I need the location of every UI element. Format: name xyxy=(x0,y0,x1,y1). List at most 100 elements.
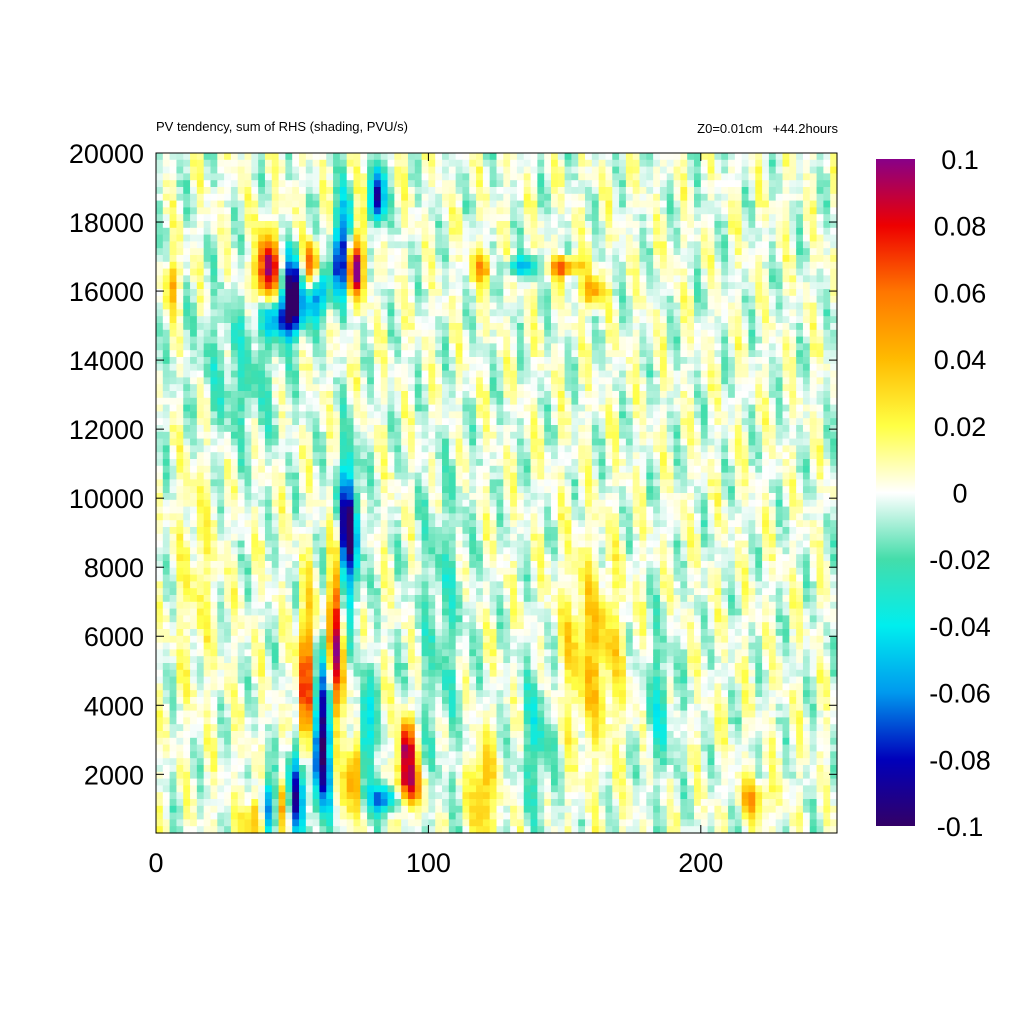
heatmap-cell xyxy=(462,166,470,174)
heatmap-cell xyxy=(210,431,218,440)
heatmap-cell xyxy=(203,227,212,236)
heatmap-cell xyxy=(339,329,348,338)
heatmap-cell xyxy=(693,384,702,392)
heatmap-cell xyxy=(557,329,566,338)
heatmap-cell xyxy=(210,316,218,324)
heatmap-cell xyxy=(564,241,573,249)
heatmap-cell xyxy=(707,289,716,297)
heatmap-cell xyxy=(482,418,491,426)
heatmap-cell xyxy=(367,316,375,324)
heatmap-cell xyxy=(224,438,232,446)
heatmap-cell xyxy=(407,404,416,412)
heatmap-cell xyxy=(762,329,770,338)
heatmap-cell xyxy=(394,377,402,385)
heatmap-cell xyxy=(591,323,600,331)
heatmap-cell xyxy=(476,357,484,365)
heatmap-cell xyxy=(503,479,511,487)
heatmap-cell xyxy=(339,357,348,365)
heatmap-cell xyxy=(264,187,273,195)
heatmap-cell xyxy=(598,418,607,426)
heatmap-cell xyxy=(598,166,607,174)
heatmap-cell xyxy=(237,350,246,358)
heatmap-cell xyxy=(612,268,620,276)
heatmap-cell xyxy=(591,452,600,460)
heatmap-cell xyxy=(482,445,491,453)
heatmap-cell xyxy=(162,248,171,256)
heatmap-cell xyxy=(550,418,559,426)
heatmap-cell xyxy=(557,207,566,215)
heatmap-cell xyxy=(353,377,361,385)
heatmap-cell xyxy=(421,295,429,304)
heatmap-cell xyxy=(510,227,518,236)
heatmap-cell xyxy=(503,357,511,365)
heatmap-cell xyxy=(442,193,450,202)
heatmap-cell xyxy=(782,479,790,487)
heatmap-cell xyxy=(530,323,538,331)
heatmap-cell xyxy=(714,214,722,222)
heatmap-cell xyxy=(421,336,429,344)
heatmap-cell xyxy=(748,187,756,195)
heatmap-cell xyxy=(523,479,532,487)
heatmap-cell xyxy=(564,445,573,453)
heatmap-cell xyxy=(809,472,818,480)
heatmap-cell xyxy=(292,350,300,358)
heatmap-cell xyxy=(428,248,436,256)
heatmap-cell xyxy=(605,377,613,385)
heatmap-cell xyxy=(210,180,218,188)
heatmap-cell xyxy=(612,425,620,433)
heatmap-cell xyxy=(755,166,763,174)
heatmap-cell xyxy=(482,255,491,263)
heatmap-cell xyxy=(680,214,688,222)
heatmap-cell xyxy=(571,193,579,202)
heatmap-cell xyxy=(728,404,736,412)
heatmap-cell xyxy=(224,370,232,378)
heatmap-cell xyxy=(734,377,743,385)
heatmap-cell xyxy=(353,159,361,168)
heatmap-cell xyxy=(476,153,484,161)
heatmap-cell xyxy=(278,431,286,440)
heatmap-cell xyxy=(285,418,293,426)
heatmap-cell xyxy=(510,214,518,222)
heatmap-cell xyxy=(823,309,831,317)
heatmap-cell xyxy=(162,295,171,304)
heatmap-cell xyxy=(659,187,668,195)
heatmap-cell xyxy=(762,472,770,480)
heatmap-cell xyxy=(585,431,593,440)
heatmap-cell xyxy=(748,248,756,256)
heatmap-cell xyxy=(190,316,198,324)
heatmap-cell xyxy=(278,377,286,385)
heatmap-cell xyxy=(305,357,314,365)
heatmap-cell xyxy=(489,323,498,331)
heatmap-cell xyxy=(659,452,668,460)
heatmap-cell xyxy=(326,363,334,372)
heatmap-cell xyxy=(469,377,477,385)
heatmap-cell xyxy=(489,268,498,276)
heatmap-cell xyxy=(196,214,205,222)
heatmap-cell xyxy=(196,486,205,494)
heatmap-cell xyxy=(639,431,647,440)
heatmap-cell xyxy=(203,350,212,358)
heatmap-cell xyxy=(482,153,491,161)
heatmap-cell xyxy=(346,486,355,494)
heatmap-cell xyxy=(224,323,232,331)
heatmap-cell xyxy=(169,397,178,406)
heatmap-cell xyxy=(217,193,225,202)
heatmap-cell xyxy=(455,289,464,297)
heatmap-cell xyxy=(728,425,736,433)
heatmap-cell xyxy=(387,268,395,276)
heatmap-cell xyxy=(768,309,777,317)
heatmap-cell xyxy=(312,173,321,181)
heatmap-cell xyxy=(203,173,212,181)
heatmap-cell xyxy=(401,234,409,242)
heatmap-cell xyxy=(401,329,409,338)
heatmap-cell xyxy=(748,221,756,229)
heatmap-cell xyxy=(183,357,191,365)
heatmap-cell xyxy=(700,465,709,474)
heatmap-cell xyxy=(728,445,736,453)
heatmap-cell xyxy=(721,248,729,256)
heatmap-cell xyxy=(523,207,532,215)
heatmap-cell xyxy=(503,214,511,222)
heatmap-cell xyxy=(196,173,205,181)
heatmap-cell xyxy=(728,472,736,480)
heatmap-cell xyxy=(700,261,709,270)
